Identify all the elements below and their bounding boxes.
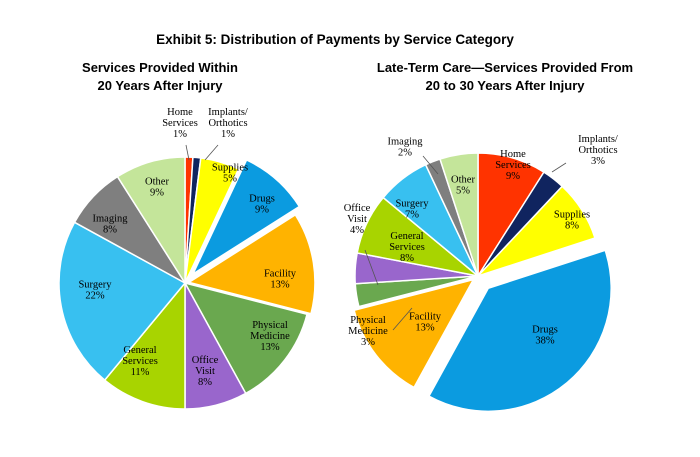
right-slice-other bbox=[439, 152, 479, 277]
left-label-office-visit: Office Visit 8% bbox=[192, 355, 219, 388]
left-pie-slices bbox=[58, 156, 316, 410]
left-slice-physical-medicine bbox=[183, 281, 308, 395]
left-label-general-services: General Services 11% bbox=[122, 345, 158, 378]
left-slice-drugs bbox=[191, 158, 301, 277]
right-label-other: Other 5% bbox=[451, 175, 475, 197]
right-label-supplies: Supplies 8% bbox=[554, 210, 590, 232]
left-pie-labels: Home Services 1% Implants/Orthotics 1% Suppli… bbox=[78, 107, 296, 388]
right-slice-facility bbox=[353, 278, 475, 389]
left-label-imaging: Imaging 8% bbox=[93, 214, 129, 236]
right-label-home-services: Home Services 9% bbox=[495, 149, 531, 182]
left-label-home-services: Home Services 1% bbox=[162, 107, 198, 140]
right-label-office-visit: Office Visit 4% bbox=[344, 203, 371, 236]
left-slice-other bbox=[116, 156, 186, 286]
right-leader-physical-medicine bbox=[392, 307, 413, 331]
left-slice-general-services bbox=[103, 280, 186, 410]
left-label-facility: Facility 13% bbox=[264, 269, 297, 291]
right-label-physical-medicine: Physical Medicine 3% bbox=[348, 315, 388, 348]
right-label-general-services: General Services 8% bbox=[389, 231, 425, 264]
right-pie-labels: Home Services 9% Implants/Orthotics 3% Suppli… bbox=[344, 134, 618, 348]
left-label-other: Other 9% bbox=[145, 177, 169, 199]
left-slice-surgery bbox=[58, 221, 187, 382]
left-slice-supplies bbox=[184, 157, 240, 284]
left-label-drugs: Drugs 9% bbox=[249, 194, 275, 216]
right-label-implants-orthotics: Implants/Orthotics 3% bbox=[578, 134, 618, 167]
left-pie-chart: Services Provided Within 20 Years After … bbox=[58, 60, 316, 410]
right-leader-imaging bbox=[422, 155, 439, 175]
left-leader-implants-orthotics bbox=[204, 144, 219, 161]
exhibit-title: Exhibit 5: Distribution of Payments by S… bbox=[156, 32, 514, 47]
left-label-implants-orthotics: Implants/Orthotics 1% bbox=[208, 107, 248, 140]
right-pie-chart: Late-Term Care—Services Provided From 20… bbox=[344, 60, 633, 413]
right-leader-office-visit bbox=[364, 249, 379, 286]
left-label-physical-medicine: Physical Medicine 13% bbox=[250, 320, 290, 353]
right-label-facility: Facility 13% bbox=[409, 312, 442, 334]
left-chart-title-line-2: 20 Years After Injury bbox=[97, 78, 223, 93]
right-label-imaging: Imaging 2% bbox=[388, 137, 424, 159]
right-chart-title-line-2: 20 to 30 Years After Injury bbox=[426, 78, 586, 93]
left-label-surgery: Surgery 22% bbox=[78, 280, 112, 302]
left-label-supplies: Supplies 5% bbox=[212, 163, 248, 185]
right-slice-supplies bbox=[477, 185, 596, 277]
left-slice-facility bbox=[187, 213, 316, 315]
right-slice-drugs bbox=[427, 249, 612, 413]
left-leader-home-services bbox=[185, 144, 190, 161]
right-label-surgery: Surgery 7% bbox=[395, 199, 429, 221]
right-label-drugs: Drugs 38% bbox=[532, 325, 558, 347]
right-chart-title-line-1: Late-Term Care—Services Provided From bbox=[377, 60, 633, 75]
left-chart-title-line-1: Services Provided Within bbox=[82, 60, 238, 75]
right-leader-implants-orthotics bbox=[551, 162, 567, 173]
right-pie-slices bbox=[353, 152, 612, 413]
